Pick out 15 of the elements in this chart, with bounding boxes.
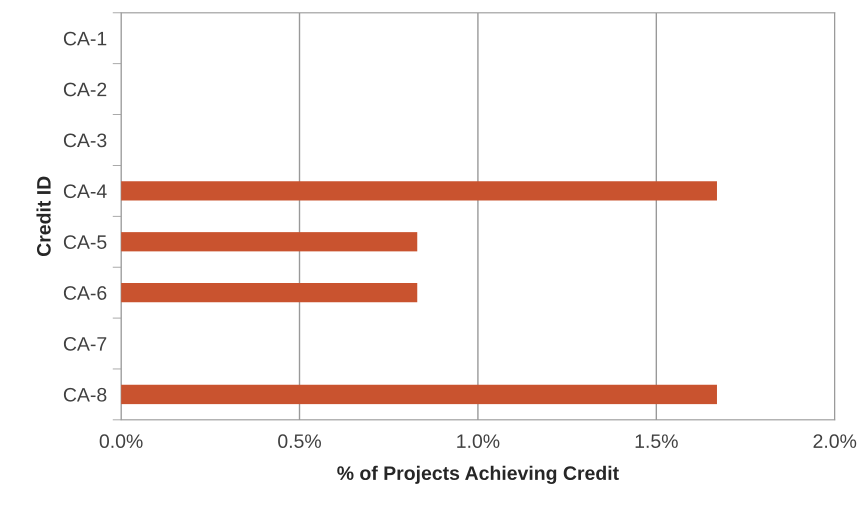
x-tick-label: 1.5% [636,434,678,448]
y-axis-title: Credit ID [36,176,51,256]
x-tick-label: 1.0% [457,434,500,448]
y-tick-label: CA-3 [64,133,106,148]
x-tick-label: 2.0% [814,434,856,448]
x-tick-label: 0.5% [278,434,321,448]
x-tick-label: 0.0% [100,434,143,448]
x-axis-title: % of Projects Achieving Credit [337,466,619,484]
y-tick-label: CA-1 [64,32,106,46]
y-tick-label: CA-7 [64,336,106,351]
y-tick-label: CA-5 [64,235,106,249]
y-tick-label: CA-6 [64,286,106,300]
y-tick-label: CA-4 [64,184,107,198]
y-tick-label: CA-8 [64,388,106,402]
y-tick-label: CA-2 [64,82,106,96]
